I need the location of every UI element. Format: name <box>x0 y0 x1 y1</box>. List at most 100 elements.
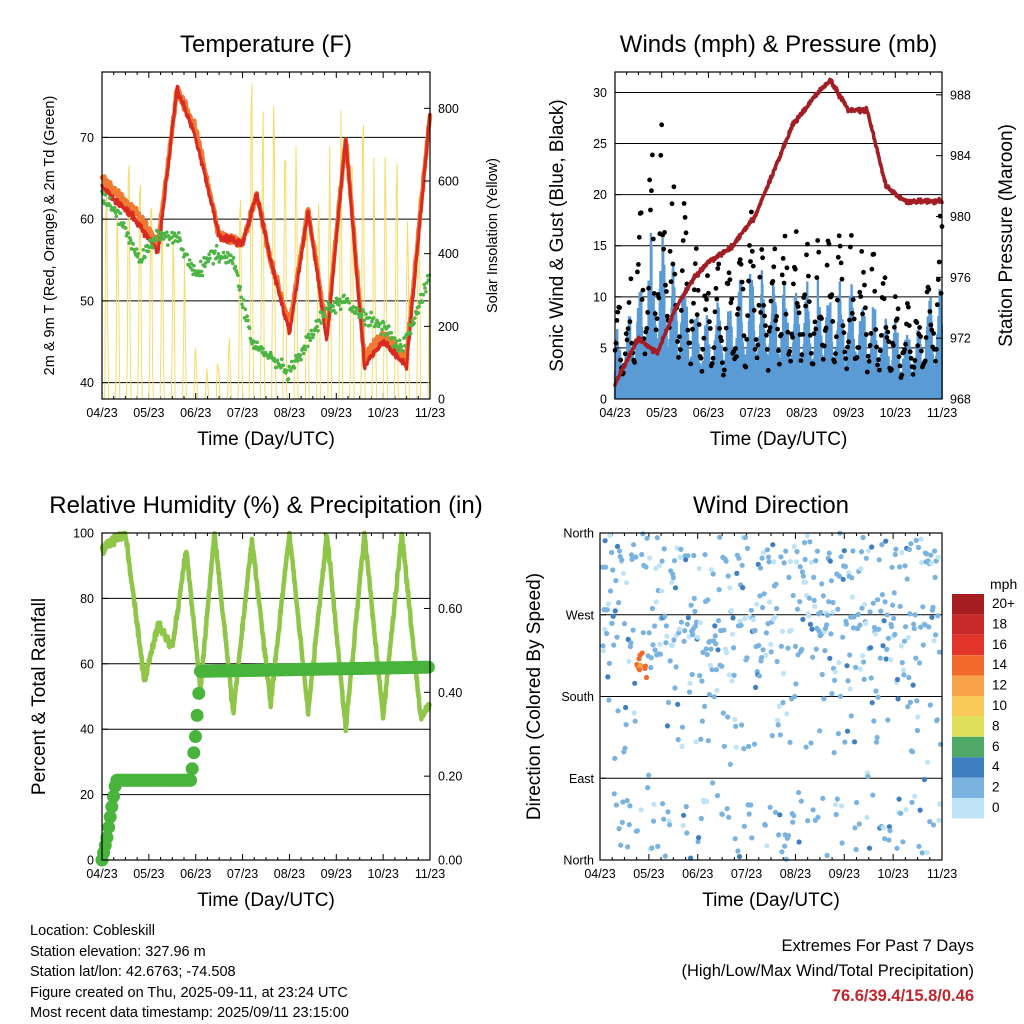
wind-direction-point <box>934 717 940 723</box>
td-point <box>423 286 427 290</box>
wind-direction-point <box>736 555 742 561</box>
legend-label: 6 <box>992 739 1000 754</box>
gust-point <box>878 333 884 338</box>
wind-direction-point <box>604 630 610 637</box>
wind-direction-point <box>661 816 667 822</box>
wind-direction-point <box>727 761 734 767</box>
td-point <box>187 258 192 262</box>
gust-point <box>922 358 928 364</box>
gust-point <box>671 184 677 190</box>
wind-direction-point <box>645 785 651 791</box>
x-tick-label: 09/23 <box>829 867 860 881</box>
gust-point <box>699 368 705 374</box>
x-tick-label: 06/23 <box>682 867 713 881</box>
td-point <box>128 238 133 242</box>
precip-point <box>185 762 199 776</box>
gust-point <box>793 229 799 235</box>
wind-direction-point <box>768 649 774 655</box>
wind-direction-point <box>677 555 684 561</box>
td-point <box>412 321 416 326</box>
wind-direction-point <box>879 592 886 598</box>
gust-point <box>858 294 864 299</box>
gust-point <box>806 273 811 279</box>
wind-direction-point <box>918 536 924 542</box>
gust-point <box>636 234 642 240</box>
td-point <box>221 250 226 255</box>
td-point <box>401 349 405 353</box>
gust-point <box>775 326 780 332</box>
wind-direction-point <box>931 638 937 644</box>
precip-point <box>105 800 119 814</box>
wind-direction-point <box>680 822 686 829</box>
wind-direction-point <box>692 623 699 629</box>
td-point <box>334 296 339 301</box>
gust-point <box>741 333 747 339</box>
td-point <box>333 311 338 315</box>
gust-point <box>813 326 819 332</box>
wind-direction-point <box>813 646 819 652</box>
gust-point <box>717 326 722 331</box>
gust-point <box>696 322 702 327</box>
wind-direction-point <box>863 620 869 627</box>
wind-direction-point <box>742 534 749 541</box>
y-axis-title: Sonic Wind & Gust (Blue, Black) <box>547 99 568 371</box>
td-point <box>203 264 207 269</box>
y-axis-title: Percent & Total Rainfall <box>29 598 50 795</box>
wind-direction-point <box>844 728 851 734</box>
td-point <box>246 318 250 323</box>
td-point <box>108 204 113 208</box>
gust-point <box>739 279 745 285</box>
wind-direction-point <box>836 573 843 579</box>
y2-tick-label: 976 <box>950 271 971 285</box>
gust-point <box>692 261 698 267</box>
wind-direction-point <box>697 673 703 679</box>
wind-direction-point <box>760 604 766 611</box>
wind-direction-point <box>715 647 721 653</box>
wind-direction-point <box>678 546 684 553</box>
wind-direction-point <box>611 642 617 648</box>
wind-direction-point <box>905 634 911 641</box>
gust-point <box>753 337 759 342</box>
wind-direction-point <box>860 534 866 541</box>
gust-point <box>915 343 921 349</box>
td-point <box>370 319 374 324</box>
gust-point <box>773 318 779 323</box>
td-point <box>369 310 373 315</box>
y-tick-label: 100 <box>73 527 94 541</box>
gust-point <box>755 342 761 348</box>
td-point <box>379 332 384 337</box>
wind-direction-point <box>864 814 870 820</box>
wind-direction-point <box>673 664 679 670</box>
wind-direction-point <box>729 678 735 684</box>
gust-point <box>923 335 929 340</box>
wind-direction-point <box>925 759 931 765</box>
wind-direction-point <box>870 600 876 606</box>
wind-direction-point <box>604 607 610 613</box>
wind-direction-point <box>705 738 711 744</box>
wind-direction-point <box>689 671 695 678</box>
wind-direction-point <box>736 854 743 860</box>
td-point <box>114 214 119 219</box>
x-tick-label: 05/23 <box>133 867 164 881</box>
td-point <box>193 269 197 273</box>
wind-direction-point <box>891 615 897 622</box>
x-tick-label: 11/23 <box>415 406 445 420</box>
td-point <box>421 292 426 297</box>
wind-direction-point <box>646 772 652 778</box>
wind-direction-point <box>712 623 718 629</box>
wind-direction-point <box>681 638 687 644</box>
gust-point <box>735 312 740 317</box>
gust-point <box>735 306 741 312</box>
wind-direction-point <box>726 814 732 820</box>
gust-point <box>934 346 939 352</box>
wind-direction-point <box>705 597 711 603</box>
gust-point <box>847 317 852 323</box>
wind-direction-point <box>901 672 907 678</box>
gust-point <box>627 319 633 325</box>
gust-point <box>777 361 782 367</box>
td-point <box>364 312 368 316</box>
gust-point <box>800 332 806 337</box>
gust-point <box>877 348 883 354</box>
gust-point <box>814 275 820 280</box>
wind-direction-panel: Wind Direction 04/23 05/23 06/23 07/23 08/23 0… <box>524 492 957 911</box>
